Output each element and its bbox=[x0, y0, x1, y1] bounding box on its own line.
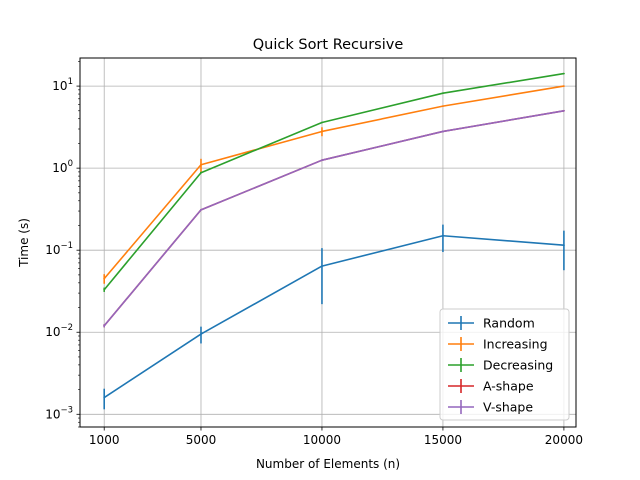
data-point bbox=[321, 265, 323, 267]
x-tick-label: 15000 bbox=[424, 433, 462, 447]
series-decreasing bbox=[103, 72, 565, 292]
data-point bbox=[103, 396, 106, 399]
data-point bbox=[200, 333, 202, 335]
data-point bbox=[321, 159, 323, 162]
y-tick-label: 101 bbox=[52, 77, 73, 93]
legend-label: Random bbox=[483, 316, 535, 331]
legend-box bbox=[439, 308, 570, 421]
legend-item-increasing: Increasing bbox=[448, 337, 548, 352]
legend: Random Increasing Decreasing A-shape V-shape bbox=[439, 308, 570, 421]
y-tick-label: 10−2 bbox=[45, 323, 73, 339]
series-random bbox=[103, 224, 565, 410]
series-increasing bbox=[103, 85, 565, 284]
chart-title: Quick Sort Recursive bbox=[253, 37, 404, 53]
axis-ticks: 1000 5000 10000 15000 20000 10−3 10−2 10−1 100 10… bbox=[45, 61, 583, 447]
data-point bbox=[103, 277, 106, 280]
data-point bbox=[563, 244, 565, 247]
data-point bbox=[442, 130, 444, 133]
y-tick-label: 10−1 bbox=[45, 241, 73, 257]
legend-label: A-shape bbox=[483, 379, 534, 394]
x-tick-label: 1000 bbox=[89, 433, 120, 447]
data-point bbox=[563, 85, 565, 87]
data-point bbox=[200, 171, 202, 174]
legend-item-random: Random bbox=[448, 316, 535, 331]
legend-label: V-shape bbox=[483, 400, 533, 415]
legend-label: Increasing bbox=[483, 337, 548, 352]
data-point bbox=[442, 105, 444, 108]
plot-frame bbox=[79, 57, 577, 428]
data-point bbox=[563, 109, 565, 112]
data-point bbox=[442, 92, 444, 95]
data-point bbox=[321, 130, 323, 133]
legend-item-v-shape: V-shape bbox=[448, 400, 533, 415]
y-tick-label: 100 bbox=[52, 159, 73, 175]
data-point bbox=[103, 288, 106, 291]
series-v-shape bbox=[103, 109, 565, 328]
x-tick-label: 10000 bbox=[303, 433, 341, 447]
data-point bbox=[200, 208, 202, 211]
data-point bbox=[103, 324, 106, 327]
legend-label: Decreasing bbox=[483, 358, 553, 373]
y-tick-label: 10−3 bbox=[45, 405, 73, 421]
data-point bbox=[321, 121, 323, 124]
series-layer bbox=[103, 72, 565, 410]
legend-item-decreasing: Decreasing bbox=[448, 358, 553, 373]
legend-item-a-shape: A-shape bbox=[448, 379, 534, 394]
data-point bbox=[563, 72, 565, 75]
x-tick-label: 20000 bbox=[545, 433, 583, 447]
data-point bbox=[442, 234, 444, 237]
x-axis-label: Number of Elements (n) bbox=[256, 457, 400, 471]
y-axis-label: Time (s) bbox=[17, 218, 31, 268]
x-tick-label: 5000 bbox=[186, 433, 217, 447]
data-point bbox=[200, 163, 202, 166]
